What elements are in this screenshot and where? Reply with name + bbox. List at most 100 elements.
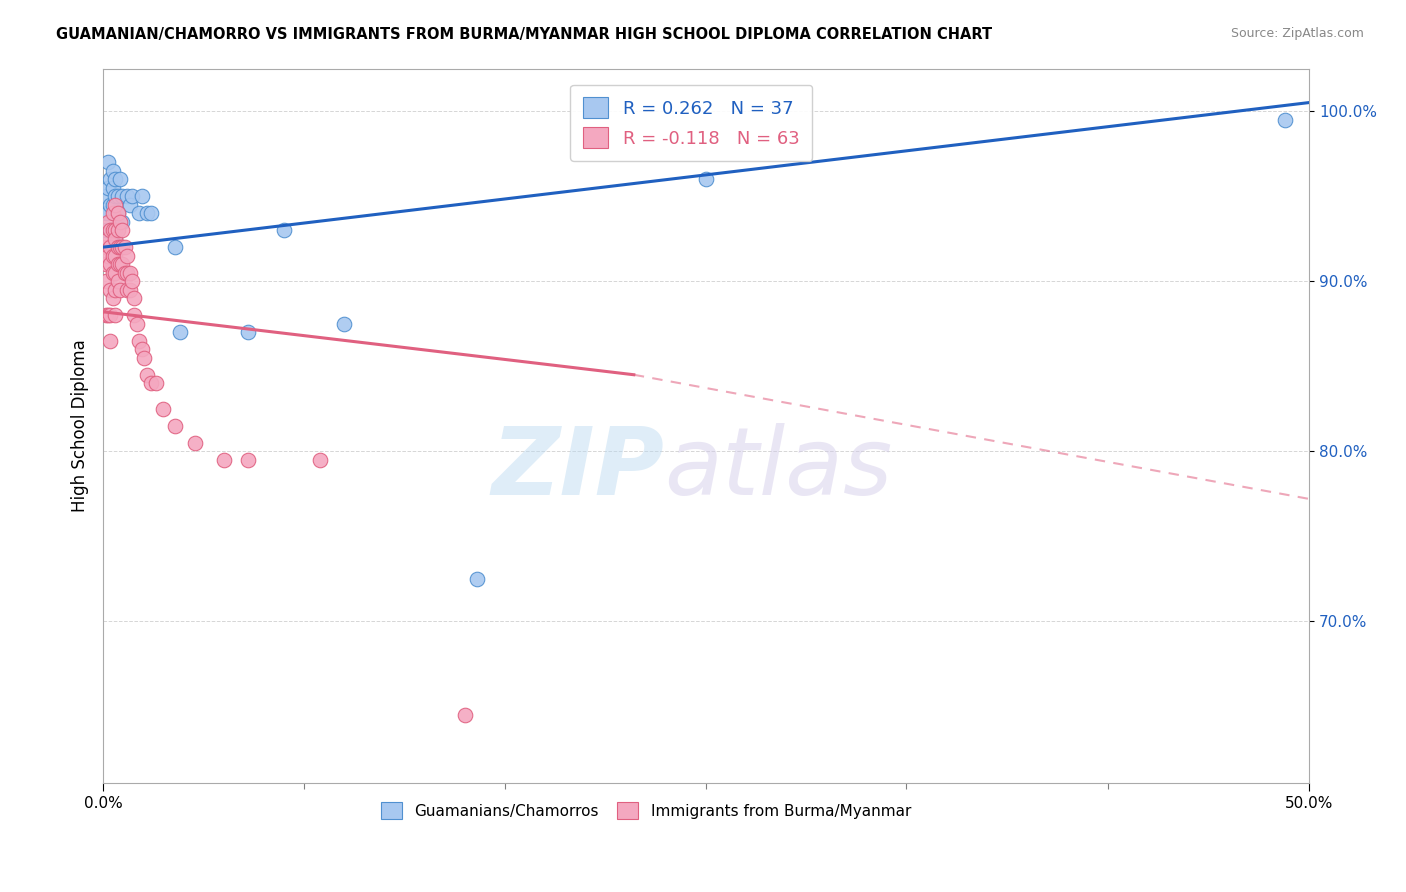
Point	[98, 257, 121, 271]
Point	[94, 240, 117, 254]
Point	[333, 317, 356, 331]
Y-axis label: High School Diploma: High School Diploma	[72, 339, 89, 512]
Point	[134, 351, 156, 365]
Point	[104, 172, 127, 186]
Point	[101, 206, 124, 220]
Point	[104, 206, 127, 220]
Point	[101, 249, 124, 263]
Point	[118, 197, 141, 211]
Point	[111, 223, 134, 237]
Point	[141, 206, 163, 220]
Point	[101, 197, 124, 211]
Point	[145, 376, 167, 391]
Point	[152, 401, 174, 416]
Point	[98, 223, 121, 237]
Point	[212, 452, 235, 467]
Point	[94, 206, 117, 220]
Point	[94, 308, 117, 322]
Point	[108, 214, 131, 228]
Point	[124, 308, 146, 322]
Point	[107, 206, 129, 220]
Point	[98, 172, 121, 186]
Point	[114, 240, 136, 254]
Point	[107, 257, 129, 271]
Point	[1274, 112, 1296, 127]
Point	[104, 197, 127, 211]
Point	[128, 334, 150, 348]
Point	[118, 266, 141, 280]
Point	[236, 325, 259, 339]
Point	[107, 206, 129, 220]
Point	[121, 189, 143, 203]
Text: Source: ZipAtlas.com: Source: ZipAtlas.com	[1230, 27, 1364, 40]
Point	[124, 291, 146, 305]
Point	[236, 452, 259, 467]
Point	[169, 325, 191, 339]
Point	[98, 334, 121, 348]
Text: ZIP: ZIP	[491, 423, 664, 515]
Point	[107, 223, 129, 237]
Text: GUAMANIAN/CHAMORRO VS IMMIGRANTS FROM BURMA/MYANMAR HIGH SCHOOL DIPLOMA CORRELAT: GUAMANIAN/CHAMORRO VS IMMIGRANTS FROM BU…	[56, 27, 993, 42]
Point	[104, 266, 127, 280]
Point	[108, 257, 131, 271]
Point	[135, 368, 157, 382]
Point	[98, 197, 121, 211]
Point	[107, 189, 129, 203]
Point	[104, 283, 127, 297]
Point	[273, 223, 295, 237]
Point	[128, 206, 150, 220]
Point	[108, 214, 131, 228]
Point	[98, 223, 121, 237]
Point	[107, 274, 129, 288]
Legend: Guamanians/Chamorros, Immigrants from Burma/Myanmar: Guamanians/Chamorros, Immigrants from Bu…	[374, 796, 917, 825]
Point	[101, 163, 124, 178]
Point	[117, 249, 139, 263]
Point	[101, 223, 124, 237]
Point	[454, 708, 477, 723]
Point	[104, 232, 127, 246]
Point	[97, 232, 120, 246]
Point	[98, 283, 121, 297]
Point	[111, 214, 134, 228]
Text: atlas: atlas	[664, 423, 893, 514]
Point	[97, 180, 120, 194]
Point	[111, 189, 134, 203]
Point	[94, 223, 117, 237]
Point	[98, 240, 121, 254]
Point	[101, 180, 124, 194]
Point	[117, 266, 139, 280]
Point	[111, 257, 134, 271]
Point	[117, 189, 139, 203]
Point	[97, 155, 120, 169]
Point	[695, 172, 717, 186]
Point	[97, 249, 120, 263]
Point	[108, 283, 131, 297]
Point	[94, 274, 117, 288]
Point	[108, 172, 131, 186]
Point	[97, 206, 120, 220]
Point	[108, 240, 131, 254]
Point	[97, 308, 120, 322]
Point	[97, 214, 120, 228]
Point	[104, 189, 127, 203]
Point	[104, 308, 127, 322]
Point	[94, 257, 117, 271]
Point	[135, 206, 157, 220]
Point	[121, 274, 143, 288]
Point	[107, 240, 129, 254]
Point	[125, 317, 148, 331]
Point	[104, 232, 127, 246]
Point	[131, 189, 153, 203]
Point	[309, 452, 332, 467]
Point	[165, 240, 187, 254]
Point	[98, 308, 121, 322]
Point	[111, 240, 134, 254]
Point	[101, 266, 124, 280]
Point	[465, 572, 488, 586]
Point	[165, 418, 187, 433]
Point	[184, 435, 207, 450]
Point	[114, 266, 136, 280]
Point	[94, 189, 117, 203]
Point	[104, 249, 127, 263]
Point	[104, 223, 127, 237]
